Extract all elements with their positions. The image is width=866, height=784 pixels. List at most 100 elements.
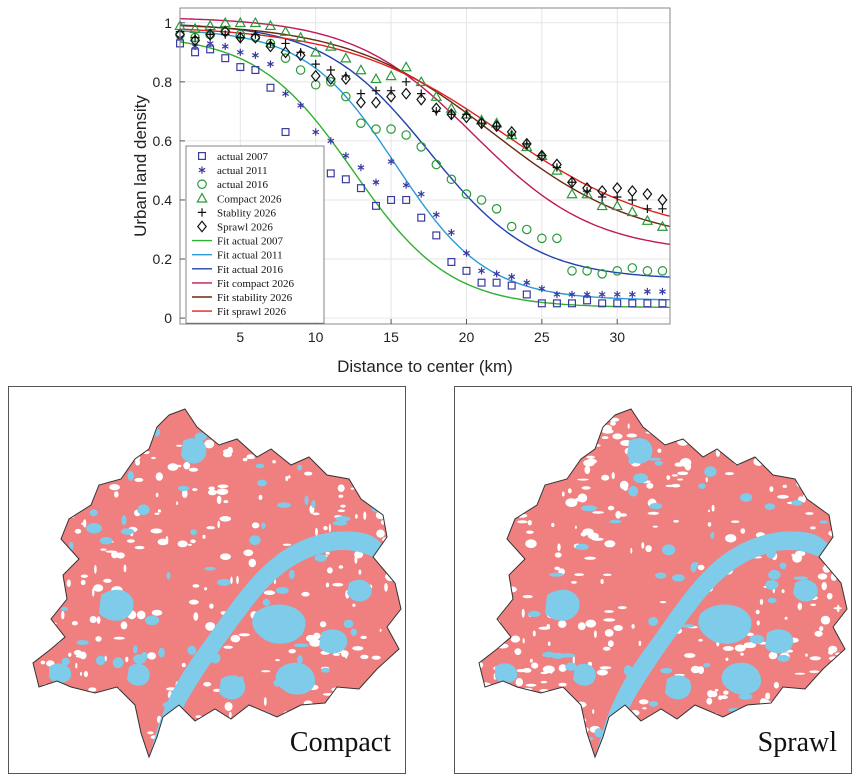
data-point-plus [492, 121, 501, 131]
data-point-diamond [431, 102, 442, 115]
data-point-diamond [340, 72, 351, 86]
data-point-asterisk [493, 270, 501, 278]
data-point-plus [447, 110, 456, 119]
lake [721, 662, 762, 695]
y-tick-label: 0.2 [153, 251, 173, 267]
data-point-asterisk [402, 181, 410, 189]
lake [347, 579, 372, 602]
legend: actual 2007 actual 2011 actual 2016 Compact… [185, 145, 325, 324]
data-point-circle [446, 174, 457, 185]
data-point-square [326, 169, 335, 178]
data-point-triangle [340, 52, 352, 63]
data-point-diamond [627, 184, 638, 198]
legend-entry: Fit sprawl 2026 [217, 306, 287, 318]
data-point-circle [461, 189, 472, 199]
data-point-diamond [461, 111, 472, 124]
data-point-triangle [641, 214, 654, 225]
data-point-square [417, 213, 426, 222]
data-point-square [236, 63, 245, 72]
legend-entry: actual 2011 [217, 165, 268, 177]
data-point-asterisk [312, 128, 320, 136]
data-point-diamond [476, 117, 487, 130]
legend-entry: Fit actual 2016 [217, 264, 283, 276]
legend-entry: Fit compact 2026 [217, 278, 294, 290]
data-point-plus [522, 139, 531, 149]
lake [545, 589, 580, 621]
legend-entry: actual 2007 [217, 151, 269, 163]
data-point-square [628, 299, 637, 308]
data-point-circle [521, 224, 532, 235]
data-point-square [387, 195, 396, 204]
data-point-circle [506, 221, 517, 232]
data-point-plus [477, 118, 486, 128]
data-point-circle [341, 91, 351, 102]
river [595, 531, 835, 757]
data-point-asterisk [553, 290, 561, 299]
data-point-circle [356, 118, 366, 128]
data-point-triangle [370, 72, 382, 84]
x-axis-label: Distance to center (km) [337, 357, 513, 376]
data-point-diamond [506, 125, 517, 139]
data-point-plus [643, 204, 652, 214]
data-point-circle [295, 65, 306, 75]
data-point-triangle [325, 40, 337, 51]
data-point-asterisk [523, 279, 531, 287]
data-point-triangle [189, 22, 201, 33]
data-point-diamond [657, 193, 668, 207]
data-point-circle [627, 263, 638, 273]
y-tick-label: 0 [164, 310, 172, 326]
legend-entry: Fit actual 2011 [217, 250, 283, 262]
map-label-sprawl: Sprawl [757, 727, 837, 758]
data-point-asterisk [357, 163, 365, 172]
data-point-asterisk [236, 48, 244, 56]
y-tick-label: 0.8 [153, 74, 173, 90]
data-point-triangle [264, 19, 277, 31]
legend-entry: Fit stability 2026 [217, 292, 293, 304]
data-point-square [552, 299, 561, 308]
data-point-triangle [279, 25, 292, 36]
data-point-asterisk [267, 60, 274, 68]
data-point-asterisk [221, 42, 229, 50]
data-point-asterisk [206, 39, 214, 48]
data-point-diamond [491, 119, 502, 133]
legend-entry: Sprawl 2026 [217, 222, 273, 234]
lake [573, 663, 596, 686]
data-point-diamond [597, 184, 608, 198]
data-point-circle [491, 204, 502, 214]
data-point-asterisk [659, 287, 666, 296]
data-point-triangle [430, 90, 443, 101]
data-point-circle [416, 142, 427, 152]
data-point-plus [236, 33, 245, 42]
data-point-circle [552, 233, 562, 244]
data-point-triangle [294, 31, 307, 42]
data-point-diamond [401, 87, 412, 100]
data-point-circle [642, 266, 653, 276]
data-point-square [507, 281, 516, 290]
data-point-triangle [626, 205, 639, 217]
data-point-plus [311, 59, 320, 69]
data-point-asterisk [508, 273, 516, 281]
data-point-square [658, 299, 667, 308]
data-point-triangle [611, 199, 623, 211]
lake [665, 675, 692, 700]
data-point-diamond [325, 72, 336, 86]
data-point-square [251, 66, 260, 75]
legend-entry: Stablity 2026 [217, 207, 276, 219]
fit-curve-6 [179, 41, 671, 309]
data-point-asterisk [568, 290, 576, 299]
legend-swatch [197, 208, 207, 217]
data-point-square [598, 299, 607, 308]
lake [319, 629, 348, 654]
data-point-plus [401, 77, 411, 87]
lake [219, 675, 246, 700]
x-tick-label: 10 [308, 329, 324, 345]
density-chart: 5 10 15 20 25 30 0 0.2 0.4 0.6 0.8 1 Distance to ce… [131, 7, 671, 376]
legend-swatch [196, 192, 208, 203]
data-point-diamond [205, 28, 216, 41]
lake [627, 438, 653, 464]
data-point-asterisk [613, 290, 621, 299]
data-point-diamond [612, 181, 623, 195]
legend-swatch [197, 179, 207, 189]
data-point-asterisk [297, 101, 305, 110]
data-point-asterisk [282, 90, 289, 98]
